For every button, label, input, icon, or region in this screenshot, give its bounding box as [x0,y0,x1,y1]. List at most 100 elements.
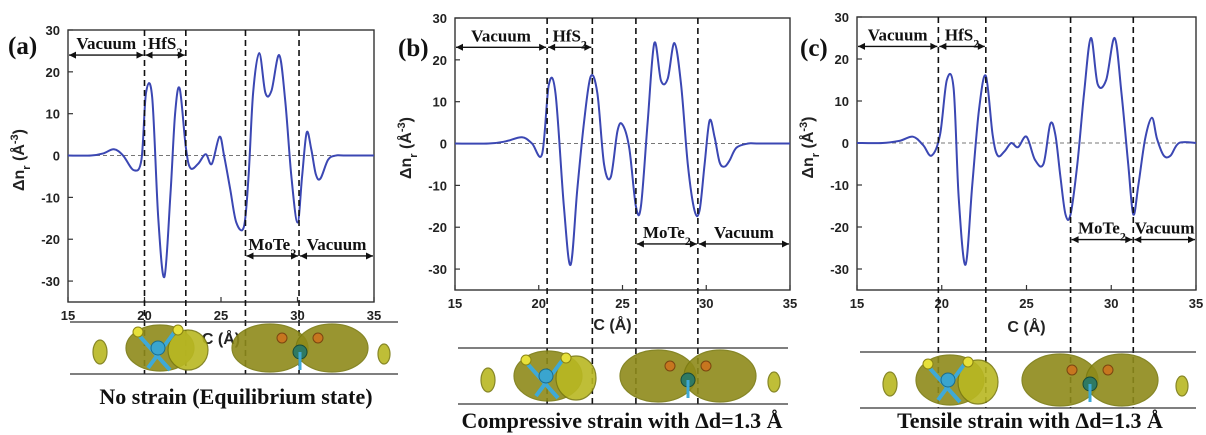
x-tick-label: 20 [935,296,949,311]
arrow-head [584,43,592,51]
hf-atom [538,368,554,384]
panel-caption: Compressive strain with Δd=1.3 Å [461,408,782,433]
plot-frame [454,17,791,291]
hf-atom [150,340,166,356]
panel-caption: Tensile strain with Δd=1.3 Å [897,408,1163,433]
arrow-head [548,43,556,51]
isosurface-lobe [882,371,898,397]
region-label: Vacuum [307,235,367,254]
te-atom [276,332,288,344]
y-tick-label: -20 [830,220,849,235]
y-tick-label: -20 [428,220,447,235]
arrow-head [782,240,789,248]
arrow-head [177,51,185,59]
y-tick-label: 30 [46,23,60,38]
arrow-head [939,42,947,50]
x-tick-label: 35 [783,296,797,311]
x-tick-label: 20 [532,296,546,311]
x-tick-label: 25 [214,308,228,323]
structure-image [70,321,398,375]
arrow-head [858,42,865,50]
y-axis-label: Δnr (Å-3) [396,117,420,179]
y-tick-label: -30 [830,262,849,277]
y-tick-label: 10 [433,95,447,110]
te-atom [1066,364,1078,376]
arrow-head [698,240,706,248]
structure-image [860,351,1196,409]
x-tick-label: 35 [1189,296,1203,311]
y-tick-label: 20 [835,52,849,67]
charge-density-curve [856,36,1197,266]
isosurface-lobe [480,367,496,393]
region-label: MoTe2 [248,235,296,260]
y-tick-label: 10 [46,107,60,122]
region-label: Vacuum [714,223,774,242]
s-atom [962,356,974,368]
x-tick-label: 30 [290,308,304,323]
panel-label: (b) [398,35,429,62]
y-axis-label: Δnr (Å-3) [9,129,33,191]
isosurface-lobe [92,339,108,365]
te-atom [1102,364,1114,376]
x-axis-label: C (Å) [593,315,631,334]
arrow-head [246,252,254,260]
arrow-head [300,252,308,260]
region-label: Vacuum [471,26,531,45]
te-atom [700,360,712,372]
y-tick-label: -10 [830,178,849,193]
plot-frame [67,29,375,303]
arrow-head [1134,236,1142,244]
chart-panel-2: 15 20 25 30 35 -30 -20 -10 0 10 20 30 C (Å) Δnr (Å-3)… [396,11,797,433]
y-tick-label: -10 [41,190,60,205]
panel-label: (a) [8,33,37,60]
x-axis-label: C (Å) [202,329,240,348]
s-atom [172,324,184,336]
x-tick-label: 15 [61,308,75,323]
x-tick-label: 25 [615,296,629,311]
y-tick-label: 10 [835,94,849,109]
y-tick-label: 20 [46,65,60,80]
y-tick-label: 20 [433,53,447,68]
arrow-head [1125,236,1133,244]
arrow-head [689,240,697,248]
y-tick-label: 30 [835,10,849,25]
isosurface-lobe [957,359,999,405]
arrow-head [456,43,463,51]
region-label: MoTe2 [643,223,691,248]
hf-atom [940,372,956,388]
isosurface-lobe [377,343,391,365]
arrow-head [977,42,985,50]
isosurface-lobe [295,323,369,373]
y-tick-label: 0 [842,136,849,151]
arrow-head [291,252,299,260]
arrow-head [539,43,547,51]
x-tick-label: 15 [448,296,462,311]
te-atom [664,360,676,372]
isosurface-lobe [1085,353,1159,407]
charge-density-curve [67,52,374,278]
y-tick-label: -10 [428,178,447,193]
isosurface-lobe [555,355,597,401]
y-axis-label: Δnr (Å-3) [798,117,822,179]
s-atom [560,352,572,364]
plot-frame [856,16,1197,291]
x-axis-label: C (Å) [1007,317,1045,336]
arrow-head [636,240,644,248]
x-tick-label: 15 [850,296,864,311]
chart-panel-3: 15 20 25 30 35 -30 -20 -10 0 10 20 30 C (Å) Δnr (Å-3)… [798,10,1203,433]
y-tick-label: 30 [433,11,447,26]
x-tick-label: 30 [699,296,713,311]
te-atom [312,332,324,344]
arrow-head [1188,236,1195,244]
arrow-head [69,51,76,59]
isosurface-lobe [683,349,757,403]
y-tick-label: -30 [428,262,447,277]
arrow-head [366,252,373,260]
region-label: MoTe2 [1078,219,1126,244]
region-label: HfS2 [945,25,979,50]
arrow-head [1071,236,1079,244]
s-atom [922,358,934,370]
region-label: Vacuum [1135,219,1195,238]
